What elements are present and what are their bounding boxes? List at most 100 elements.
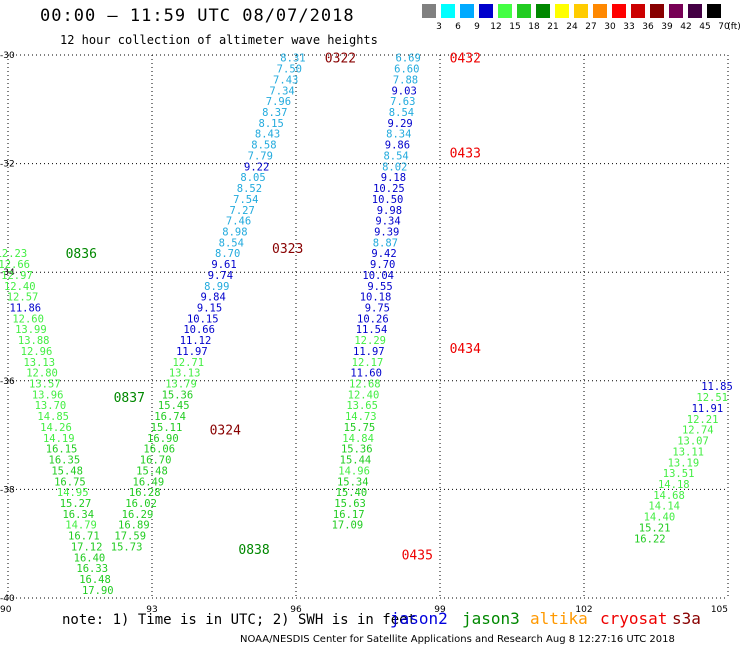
wave-height-label: 8.05 bbox=[240, 172, 265, 184]
wave-height-label: 15.36 bbox=[341, 444, 373, 456]
wave-height-label: 9.98 bbox=[377, 205, 402, 217]
legend-swatch bbox=[479, 4, 493, 18]
wave-height-label: 7.96 bbox=[266, 96, 291, 108]
wave-height-label: 15.11 bbox=[151, 422, 183, 434]
wave-height-label: 13.96 bbox=[32, 389, 64, 401]
wave-height-label: 8.52 bbox=[237, 183, 262, 195]
wave-height-label: 8.58 bbox=[251, 140, 276, 152]
wave-height-label: 13.19 bbox=[668, 457, 700, 469]
wave-height-label: 8.98 bbox=[222, 226, 247, 238]
legend-swatch bbox=[574, 4, 588, 18]
legend-label: 70 bbox=[718, 22, 730, 32]
wave-height-label: 16.75 bbox=[54, 476, 86, 488]
lon-tick-label: 102 bbox=[575, 605, 592, 615]
wave-height-label: 12.21 bbox=[687, 414, 719, 426]
lon-tick-label: 96 bbox=[290, 605, 302, 615]
lon-tick-label: 99 bbox=[434, 605, 446, 615]
wave-height-label: 8.31 bbox=[280, 53, 305, 65]
pass-time-label: 0836 bbox=[66, 247, 97, 262]
wave-height-label: 16.17 bbox=[333, 509, 365, 521]
wave-height-label: 16.74 bbox=[154, 411, 186, 423]
legend-label: 15 bbox=[509, 22, 521, 32]
page-subtitle: 12 hour collection of altimeter wave hei… bbox=[60, 33, 378, 47]
footer-note: note: 1) Time is in UTC; 2) SWH is in fe… bbox=[62, 612, 417, 628]
wave-height-label: 14.14 bbox=[648, 501, 680, 513]
wave-height-label: 7.50 bbox=[277, 64, 302, 76]
wave-height-label: 12.60 bbox=[12, 313, 44, 325]
legend-swatch bbox=[517, 4, 531, 18]
legend-label: 39 bbox=[661, 22, 673, 32]
legend-label: 36 bbox=[642, 22, 654, 32]
wave-height-label: 12.23 bbox=[0, 248, 27, 260]
wave-height-label: 16.70 bbox=[140, 455, 172, 467]
wave-height-label: 15.34 bbox=[337, 476, 369, 488]
wave-height-label: 12.68 bbox=[349, 379, 381, 391]
lon-tick-label: 93 bbox=[146, 605, 157, 615]
wave-height-label: 12.71 bbox=[172, 357, 204, 369]
wave-height-label: 16.89 bbox=[118, 520, 150, 532]
wave-height-label: 12.29 bbox=[354, 335, 386, 347]
wave-height-label: 15.44 bbox=[340, 455, 372, 467]
legend-label: 45 bbox=[699, 22, 711, 32]
wave-height-label: 12.57 bbox=[7, 292, 39, 304]
satellite-label-cryosat: cryosat bbox=[600, 609, 668, 628]
wave-height-label: 11.91 bbox=[692, 403, 724, 415]
legend-swatch bbox=[631, 4, 645, 18]
wave-height-label: 8.54 bbox=[389, 107, 414, 119]
wave-height-label: 9.18 bbox=[381, 172, 406, 184]
wave-height-label: 15.40 bbox=[336, 487, 368, 499]
wave-height-label: 9.86 bbox=[385, 140, 410, 152]
legend-label: 9 bbox=[474, 22, 480, 32]
legend-label: 42 bbox=[680, 22, 692, 32]
wave-height-label: 16.48 bbox=[79, 574, 111, 586]
wave-height-label: 7.88 bbox=[393, 74, 418, 86]
wave-height-label: 10.66 bbox=[183, 324, 215, 336]
wave-height-label: 14.79 bbox=[65, 520, 97, 532]
wave-height-label: 10.18 bbox=[360, 292, 392, 304]
satellite-label-altika: altika bbox=[530, 609, 588, 628]
legend-label: 33 bbox=[623, 22, 635, 32]
wave-height-label: 12.97 bbox=[1, 270, 33, 282]
wave-height-label: 12.66 bbox=[0, 259, 30, 271]
legend-label: 18 bbox=[528, 22, 540, 32]
wave-height-label: 6.69 bbox=[396, 53, 421, 65]
wave-height-label: 13.70 bbox=[35, 400, 67, 412]
legend-swatch bbox=[536, 4, 550, 18]
wave-height-label: 15.27 bbox=[60, 498, 92, 510]
wave-height-label: 12.96 bbox=[21, 346, 53, 358]
wave-height-label: 14.26 bbox=[40, 422, 72, 434]
wave-height-label: 16.49 bbox=[133, 476, 165, 488]
wave-height-label: 11.85 bbox=[701, 381, 733, 393]
satellite-label-s3a: s3a bbox=[672, 609, 701, 628]
wave-height-label: 15.75 bbox=[344, 422, 376, 434]
wave-height-label: 9.84 bbox=[201, 292, 226, 304]
lat-tick-label: -40 bbox=[0, 594, 15, 604]
wave-height-label: 16.29 bbox=[122, 509, 154, 521]
wave-height-label: 13.07 bbox=[677, 436, 709, 448]
wave-height-label: 16.33 bbox=[76, 563, 108, 575]
wave-height-label: 15.48 bbox=[136, 465, 168, 477]
wave-height-label: 16.15 bbox=[46, 444, 78, 456]
wave-height-label: 16.02 bbox=[125, 498, 157, 510]
wave-height-label: 9.61 bbox=[211, 259, 236, 271]
wave-height-label: 10.04 bbox=[362, 270, 394, 282]
wave-height-label: 10.50 bbox=[372, 194, 404, 206]
wave-height-label: 8.70 bbox=[215, 248, 240, 260]
pass-time-label: 0322 bbox=[325, 52, 356, 67]
wave-height-label: 13.11 bbox=[672, 446, 704, 458]
legend-label: 12 bbox=[490, 22, 502, 32]
wave-height-label: 15.73 bbox=[111, 541, 143, 553]
wave-height-label: 13.13 bbox=[23, 357, 55, 369]
legend-swatch bbox=[650, 4, 664, 18]
wave-height-label: 10.26 bbox=[357, 313, 389, 325]
wave-height-label: 8.37 bbox=[262, 107, 287, 119]
legend-label: 30 bbox=[604, 22, 616, 32]
wave-height-label: 16.71 bbox=[68, 531, 100, 543]
wave-height-label: 16.28 bbox=[129, 487, 161, 499]
legend-label: 3 bbox=[436, 22, 442, 32]
pass-time-label: 0434 bbox=[450, 342, 481, 357]
wave-height-label: 9.29 bbox=[387, 118, 412, 130]
wave-height-label: 12.74 bbox=[682, 425, 714, 437]
wave-height-label: 9.55 bbox=[367, 281, 392, 293]
wave-height-label: 9.39 bbox=[374, 226, 399, 238]
